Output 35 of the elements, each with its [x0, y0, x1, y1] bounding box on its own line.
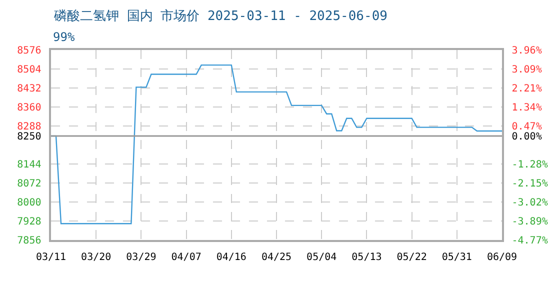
y2-tick-label: -2.15% [512, 178, 548, 190]
y2-tick-label: -4.77% [512, 236, 548, 246]
y-tick-label: 8360 [17, 102, 42, 114]
x-tick-label: 03/11 [36, 252, 66, 263]
x-tick-label: 03/20 [81, 252, 112, 263]
x-tick-label: 06/09 [486, 252, 518, 263]
y2-tick-label: 0.47% [512, 121, 542, 132]
x-tick-label: 04/07 [171, 252, 202, 263]
y2-tick-label: 3.96% [512, 46, 542, 56]
y2-tick-label: -3.02% [512, 197, 548, 208]
x-tick-label: 05/04 [306, 252, 337, 263]
x-tick-label: 04/16 [216, 252, 246, 263]
y-tick-label: 7928 [17, 216, 42, 228]
x-tick-label: 04/25 [261, 252, 292, 263]
y2-tick-label: 2.21% [512, 84, 542, 95]
y-tick-label: 8432 [17, 84, 42, 94]
chart-title: 磷酸二氢钾 国内 市场价 2025-03-11 - 2025-06-09 [53, 9, 388, 24]
chart-subtitle: 99% [53, 30, 76, 44]
y-tick-label: 8250 [17, 132, 42, 143]
y-tick-label: 8072 [17, 178, 42, 190]
y2-tick-label: -3.89% [512, 216, 548, 228]
x-tick-label: 05/13 [352, 252, 382, 263]
y2-tick-label: 1.34% [512, 102, 542, 114]
y-tick-label: 8504 [17, 64, 42, 76]
x-tick-label: 05/31 [442, 252, 472, 263]
y-tick-label: 8576 [17, 46, 42, 56]
x-tick-label: 05/22 [396, 252, 427, 263]
y-tick-label: 8144 [17, 160, 42, 170]
y2-tick-label: 3.09% [512, 64, 542, 76]
y-tick-label: 8000 [17, 198, 42, 208]
y2-tick-label: -1.28% [512, 160, 548, 171]
y-tick-label: 8288 [17, 122, 42, 132]
y-tick-label: 7856 [17, 236, 42, 246]
x-tick-label: 03/29 [126, 252, 156, 263]
y2-tick-label: 0.00% [512, 132, 542, 143]
